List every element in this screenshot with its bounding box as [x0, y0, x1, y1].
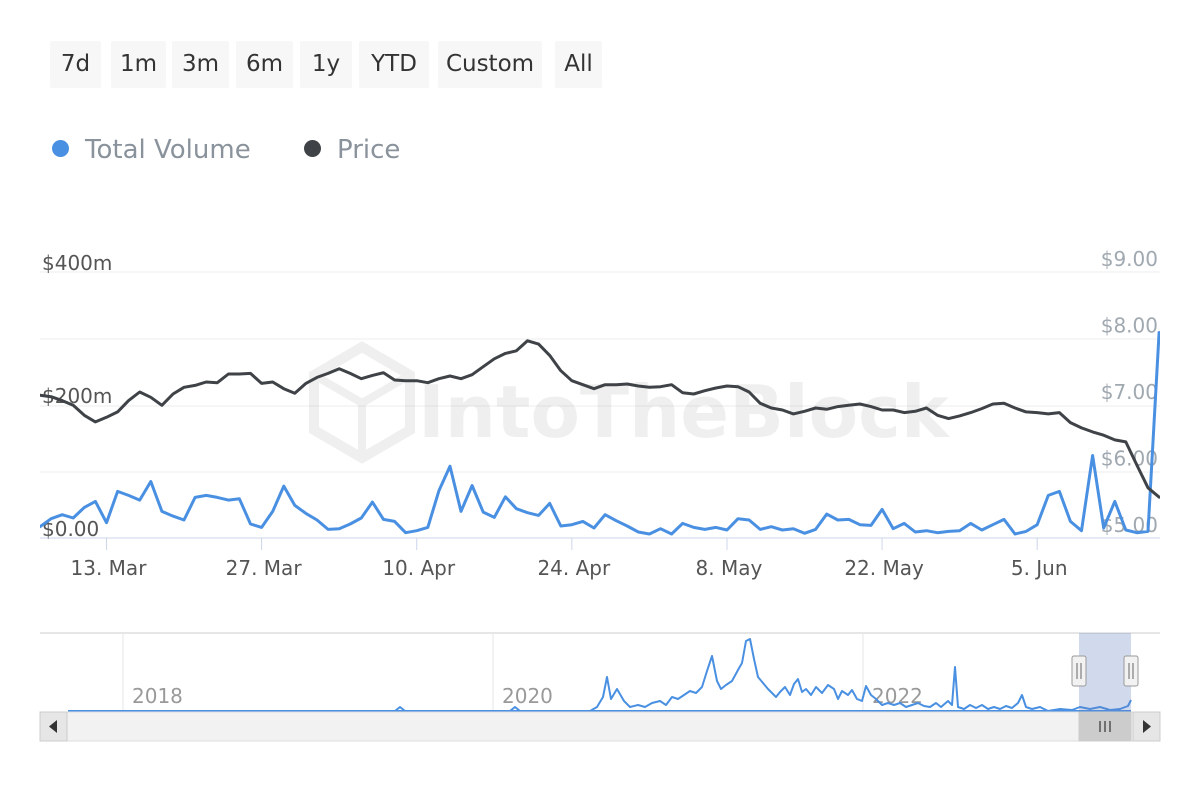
- legend-label: Price: [337, 135, 401, 165]
- x-tick-label: 22. May: [844, 556, 924, 580]
- grid-lines: [40, 271, 1160, 473]
- arrow-right-icon: [1143, 720, 1151, 733]
- arrow-left-icon: [49, 720, 57, 733]
- navigator-right-handle[interactable]: [1123, 655, 1139, 687]
- range-button-ytd[interactable]: YTD: [359, 41, 429, 88]
- y-left-tick-label: $0.00: [42, 517, 99, 541]
- watermark-logo-icon: [309, 341, 415, 464]
- navigator-year-label: 2018: [132, 684, 183, 708]
- range-button-all[interactable]: All: [555, 41, 602, 88]
- range-button-1y[interactable]: 1y: [300, 41, 352, 88]
- legend-item-price[interactable]: Price: [304, 130, 400, 170]
- scroll-left-button[interactable]: [39, 711, 68, 742]
- range-button-6m[interactable]: 6m: [236, 41, 293, 88]
- watermark: IntoTheBlock: [309, 341, 951, 464]
- range-button-custom[interactable]: Custom: [438, 41, 542, 88]
- range-button-7d[interactable]: 7d: [50, 41, 101, 88]
- legend-marker-icon: [52, 140, 69, 157]
- x-tick-label: 13. Mar: [71, 556, 148, 580]
- watermark-logo-lines: [311, 371, 413, 458]
- legend-item-total-volume[interactable]: Total Volume: [52, 130, 251, 170]
- navigator-left-handle[interactable]: [1071, 655, 1087, 687]
- series-line-price: [40, 339, 1160, 499]
- watermark-text: IntoTheBlock: [418, 370, 951, 454]
- x-tick-label: 24. Apr: [537, 556, 611, 580]
- y-right-tick-label: $8.00: [1101, 314, 1158, 338]
- navigator-series-line: [68, 638, 1132, 712]
- handle-body[interactable]: [1071, 655, 1087, 687]
- range-button-1m[interactable]: 1m: [111, 41, 166, 88]
- legend-label: Total Volume: [85, 135, 251, 165]
- x-tick-label: 27. Mar: [226, 556, 303, 580]
- x-tick-label: 10. Apr: [382, 556, 456, 580]
- scroll-right-button[interactable]: [1132, 711, 1161, 742]
- y-right-tick-label: $9.00: [1101, 247, 1158, 271]
- handle-body[interactable]: [1123, 655, 1139, 687]
- y-left-tick-label: $400m: [42, 251, 112, 275]
- y-right-tick-label: $7.00: [1101, 380, 1158, 404]
- scrollbar[interactable]: [39, 711, 1161, 742]
- series-line-total-volume: [40, 331, 1160, 536]
- x-tick-label: 5. Jun: [1011, 556, 1068, 580]
- navigator: 2018 2020 2022: [40, 632, 1160, 712]
- navigator-year-label: 2020: [502, 684, 553, 708]
- navigator-selected-window[interactable]: [1079, 633, 1131, 712]
- legend-marker-icon: [304, 140, 321, 157]
- scrollbar-thumb[interactable]: [1078, 711, 1132, 742]
- range-button-3m[interactable]: 3m: [172, 41, 229, 88]
- y-left-tick-label: $200m: [42, 384, 112, 408]
- scrollbar-track[interactable]: [39, 711, 1161, 742]
- x-tick-label: 8. May: [696, 556, 763, 580]
